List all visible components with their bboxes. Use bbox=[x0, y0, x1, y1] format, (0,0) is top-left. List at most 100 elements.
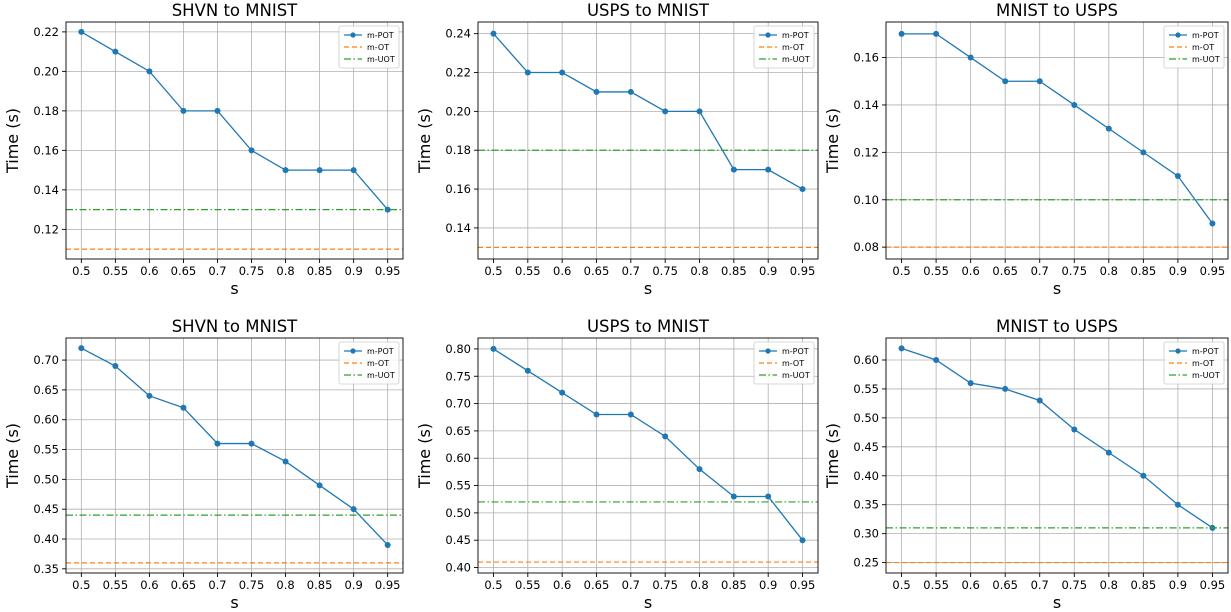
legend-marker-m-pot bbox=[350, 32, 356, 38]
x-tick-label: 0.6 bbox=[140, 578, 158, 592]
data-point-m-pot bbox=[180, 404, 187, 411]
chart-panel-3: 0.5 0.55 0.6 0.65 0.7 0.75 0.8 0.85 0.9 0.95 0.08 0… bbox=[823, 1, 1229, 298]
y-tick-label: 0.16 bbox=[445, 182, 471, 196]
x-tick-label: 0.75 bbox=[652, 264, 678, 278]
data-point-m-pot bbox=[662, 433, 669, 440]
series-line-m-pot bbox=[492, 33, 803, 190]
y-tick-label: 0.60 bbox=[853, 353, 879, 367]
x-tick-label: 0.75 bbox=[652, 578, 678, 592]
x-tick-label: 0.5 bbox=[72, 264, 90, 278]
x-tick-label: 0.75 bbox=[239, 264, 265, 278]
y-tick-label: 0.22 bbox=[445, 66, 471, 80]
y-tick-label: 0.18 bbox=[445, 143, 471, 157]
data-point-m-pot bbox=[350, 506, 357, 513]
panel-title: USPS to MNIST bbox=[587, 1, 710, 20]
y-tick-label: 0.50 bbox=[445, 506, 471, 520]
y-axis-label: Time (s) bbox=[3, 423, 22, 489]
x-tick-label: 0.95 bbox=[1200, 264, 1226, 278]
data-point-m-pot bbox=[1209, 220, 1216, 227]
y-tick-label: 0.40 bbox=[445, 561, 471, 575]
x-axis-label: s bbox=[644, 593, 652, 612]
data-point-m-pot bbox=[146, 392, 153, 399]
y-tick-label: 0.70 bbox=[445, 397, 471, 411]
y-tick-label: 0.55 bbox=[33, 443, 59, 457]
y-tick-label: 0.35 bbox=[33, 562, 59, 576]
legend-label-m-pot: m-POT bbox=[1192, 31, 1219, 40]
x-axis-label: s bbox=[644, 279, 652, 298]
x-tick-label: 0.9 bbox=[1169, 264, 1187, 278]
y-tick-label: 0.24 bbox=[445, 27, 471, 41]
data-point-m-pot bbox=[933, 30, 940, 37]
y-axis-label: Time (s) bbox=[823, 423, 842, 489]
data-point-m-pot bbox=[898, 30, 905, 37]
data-point-m-pot bbox=[1105, 125, 1112, 132]
legend-label-m-ot: m-OT bbox=[782, 43, 804, 52]
data-point-m-pot bbox=[316, 167, 323, 174]
x-tick-label: 0.5 bbox=[892, 578, 910, 592]
axes-frame bbox=[65, 21, 404, 260]
y-tick-label: 0.14 bbox=[853, 98, 879, 112]
y-tick-label: 0.55 bbox=[445, 479, 471, 493]
x-tick-label: 0.6 bbox=[961, 264, 979, 278]
legend: m-POT m-OT m-UOT bbox=[338, 25, 400, 69]
y-axis-label: Time (s) bbox=[3, 108, 22, 174]
data-point-m-pot bbox=[967, 380, 974, 387]
x-tick-label: 0.55 bbox=[103, 578, 129, 592]
data-point-m-pot bbox=[282, 458, 289, 465]
chart-panel-6: 0.5 0.55 0.6 0.65 0.7 0.75 0.8 0.85 0.9 0.95 0.25 0… bbox=[823, 317, 1229, 612]
x-tick-label: 0.7 bbox=[208, 578, 226, 592]
legend: m-POT m-OT m-UOT bbox=[1163, 25, 1225, 69]
x-tick-label: 0.85 bbox=[307, 578, 333, 592]
x-tick-label: 0.6 bbox=[553, 264, 571, 278]
y-tick-label: 0.50 bbox=[33, 472, 59, 486]
legend-label-m-uot: m-UOT bbox=[1192, 55, 1220, 64]
data-point-m-pot bbox=[524, 367, 531, 374]
data-point-m-pot bbox=[490, 30, 497, 37]
data-point-m-pot bbox=[1140, 472, 1147, 479]
data-point-m-pot bbox=[730, 493, 737, 500]
legend-label-m-pot: m-POT bbox=[367, 347, 394, 356]
legend-marker-m-pot bbox=[1175, 32, 1181, 38]
y-tick-label: 0.45 bbox=[33, 502, 59, 516]
x-axis-label: s bbox=[230, 279, 238, 298]
x-tick-label: 0.85 bbox=[1131, 578, 1157, 592]
x-tick-label: 0.95 bbox=[375, 264, 401, 278]
data-point-m-pot bbox=[1036, 78, 1043, 85]
axes-frame bbox=[477, 337, 819, 574]
data-point-m-pot bbox=[282, 167, 289, 174]
x-tick-label: 0.9 bbox=[344, 578, 362, 592]
y-tick-label: 0.70 bbox=[33, 353, 59, 367]
legend-label-m-pot: m-POT bbox=[782, 31, 809, 40]
axes-frame bbox=[477, 21, 819, 260]
x-tick-label: 0.75 bbox=[1061, 264, 1087, 278]
x-tick-label: 0.6 bbox=[140, 264, 158, 278]
legend-marker-m-pot bbox=[765, 348, 771, 354]
data-point-m-pot bbox=[214, 440, 221, 447]
x-tick-label: 0.95 bbox=[1200, 578, 1226, 592]
legend: m-POT m-OT m-UOT bbox=[753, 341, 815, 385]
data-point-m-pot bbox=[1002, 385, 1009, 392]
x-tick-label: 0.85 bbox=[1131, 264, 1157, 278]
data-point-m-pot bbox=[248, 147, 255, 154]
legend-label-m-uot: m-UOT bbox=[1192, 371, 1220, 380]
chart-panel-1: 0.5 0.55 0.6 0.65 0.7 0.75 0.8 0.85 0.9 0.95 0.12 0… bbox=[3, 1, 404, 298]
x-tick-label: 0.5 bbox=[484, 264, 502, 278]
x-tick-label: 0.65 bbox=[584, 578, 610, 592]
x-tick-label: 0.55 bbox=[515, 264, 541, 278]
x-tick-label: 0.5 bbox=[484, 578, 502, 592]
y-tick-label: 0.22 bbox=[33, 25, 59, 39]
data-point-m-pot bbox=[146, 68, 153, 75]
x-tick-label: 0.8 bbox=[1100, 578, 1118, 592]
x-tick-label: 0.95 bbox=[375, 578, 401, 592]
legend-label-m-ot: m-OT bbox=[1192, 359, 1214, 368]
y-tick-label: 0.10 bbox=[853, 193, 879, 207]
data-point-m-pot bbox=[898, 345, 905, 352]
x-tick-label: 0.8 bbox=[690, 578, 708, 592]
x-tick-label: 0.65 bbox=[171, 264, 197, 278]
series-line-m-pot bbox=[493, 348, 804, 541]
x-tick-label: 0.65 bbox=[992, 264, 1018, 278]
x-tick-label: 0.5 bbox=[892, 264, 910, 278]
x-tick-label: 0.65 bbox=[171, 578, 197, 592]
axes-frame bbox=[885, 21, 1229, 260]
